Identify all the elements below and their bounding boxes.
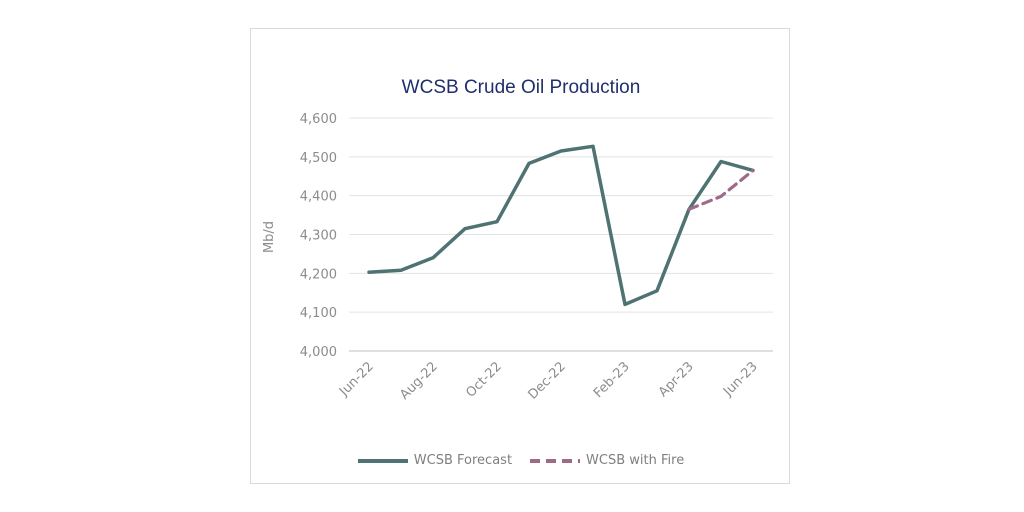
y-axis-ticks: 4,000 4,100 4,200 4,300 4,400 4,500 4,600	[300, 112, 337, 360]
legend-swatch-forecast	[357, 458, 408, 463]
legend-label-forecast: WCSB Forecast	[413, 453, 513, 468]
x-tick-label: Jun-22	[336, 359, 377, 400]
y-tick-label: 4,100	[300, 306, 337, 321]
legend-swatch-fire	[530, 458, 581, 463]
series-line-wcsb-with-fire	[687, 168, 755, 211]
legend: WCSB Forecast WCSB with Fire	[251, 453, 791, 468]
x-axis-ticks: Jun-22 Aug-22 Oct-22 Dec-22 Feb-23 Apr-23 Jun-…	[336, 359, 761, 403]
chart-card: WCSB Crude Oil Production 4,000 4,100 4,20…	[250, 28, 790, 484]
chart-title: WCSB Crude Oil Production	[401, 77, 641, 98]
legend-label-fire: WCSB with Fire	[586, 453, 685, 468]
series-line-wcsb-forecast	[367, 144, 755, 307]
x-tick-label: Aug-22	[397, 359, 441, 403]
y-tick-label: 4,600	[300, 112, 337, 127]
y-tick-label: 4,500	[300, 151, 337, 166]
line-chart: 4,000 4,100 4,200 4,300 4,400 4,500 4,600 Jun-…	[262, 112, 773, 403]
legend-item-forecast: WCSB Forecast	[357, 453, 513, 468]
x-tick-label: Apr-23	[656, 359, 697, 400]
y-tick-label: 4,200	[300, 267, 337, 282]
x-tick-label: Jun-23	[720, 359, 761, 400]
x-tick-label: Feb-23	[591, 359, 633, 401]
legend-item-fire: WCSB with Fire	[530, 453, 684, 468]
y-tick-label: 4,000	[300, 345, 337, 360]
series-lines	[367, 144, 755, 307]
y-tick-label: 4,400	[300, 190, 337, 205]
y-axis-title: Mb/d	[262, 221, 277, 253]
x-tick-label: Dec-22	[525, 359, 568, 402]
gridlines	[349, 117, 773, 352]
x-tick-label: Oct-22	[463, 359, 505, 401]
y-tick-label: 4,300	[300, 229, 337, 244]
